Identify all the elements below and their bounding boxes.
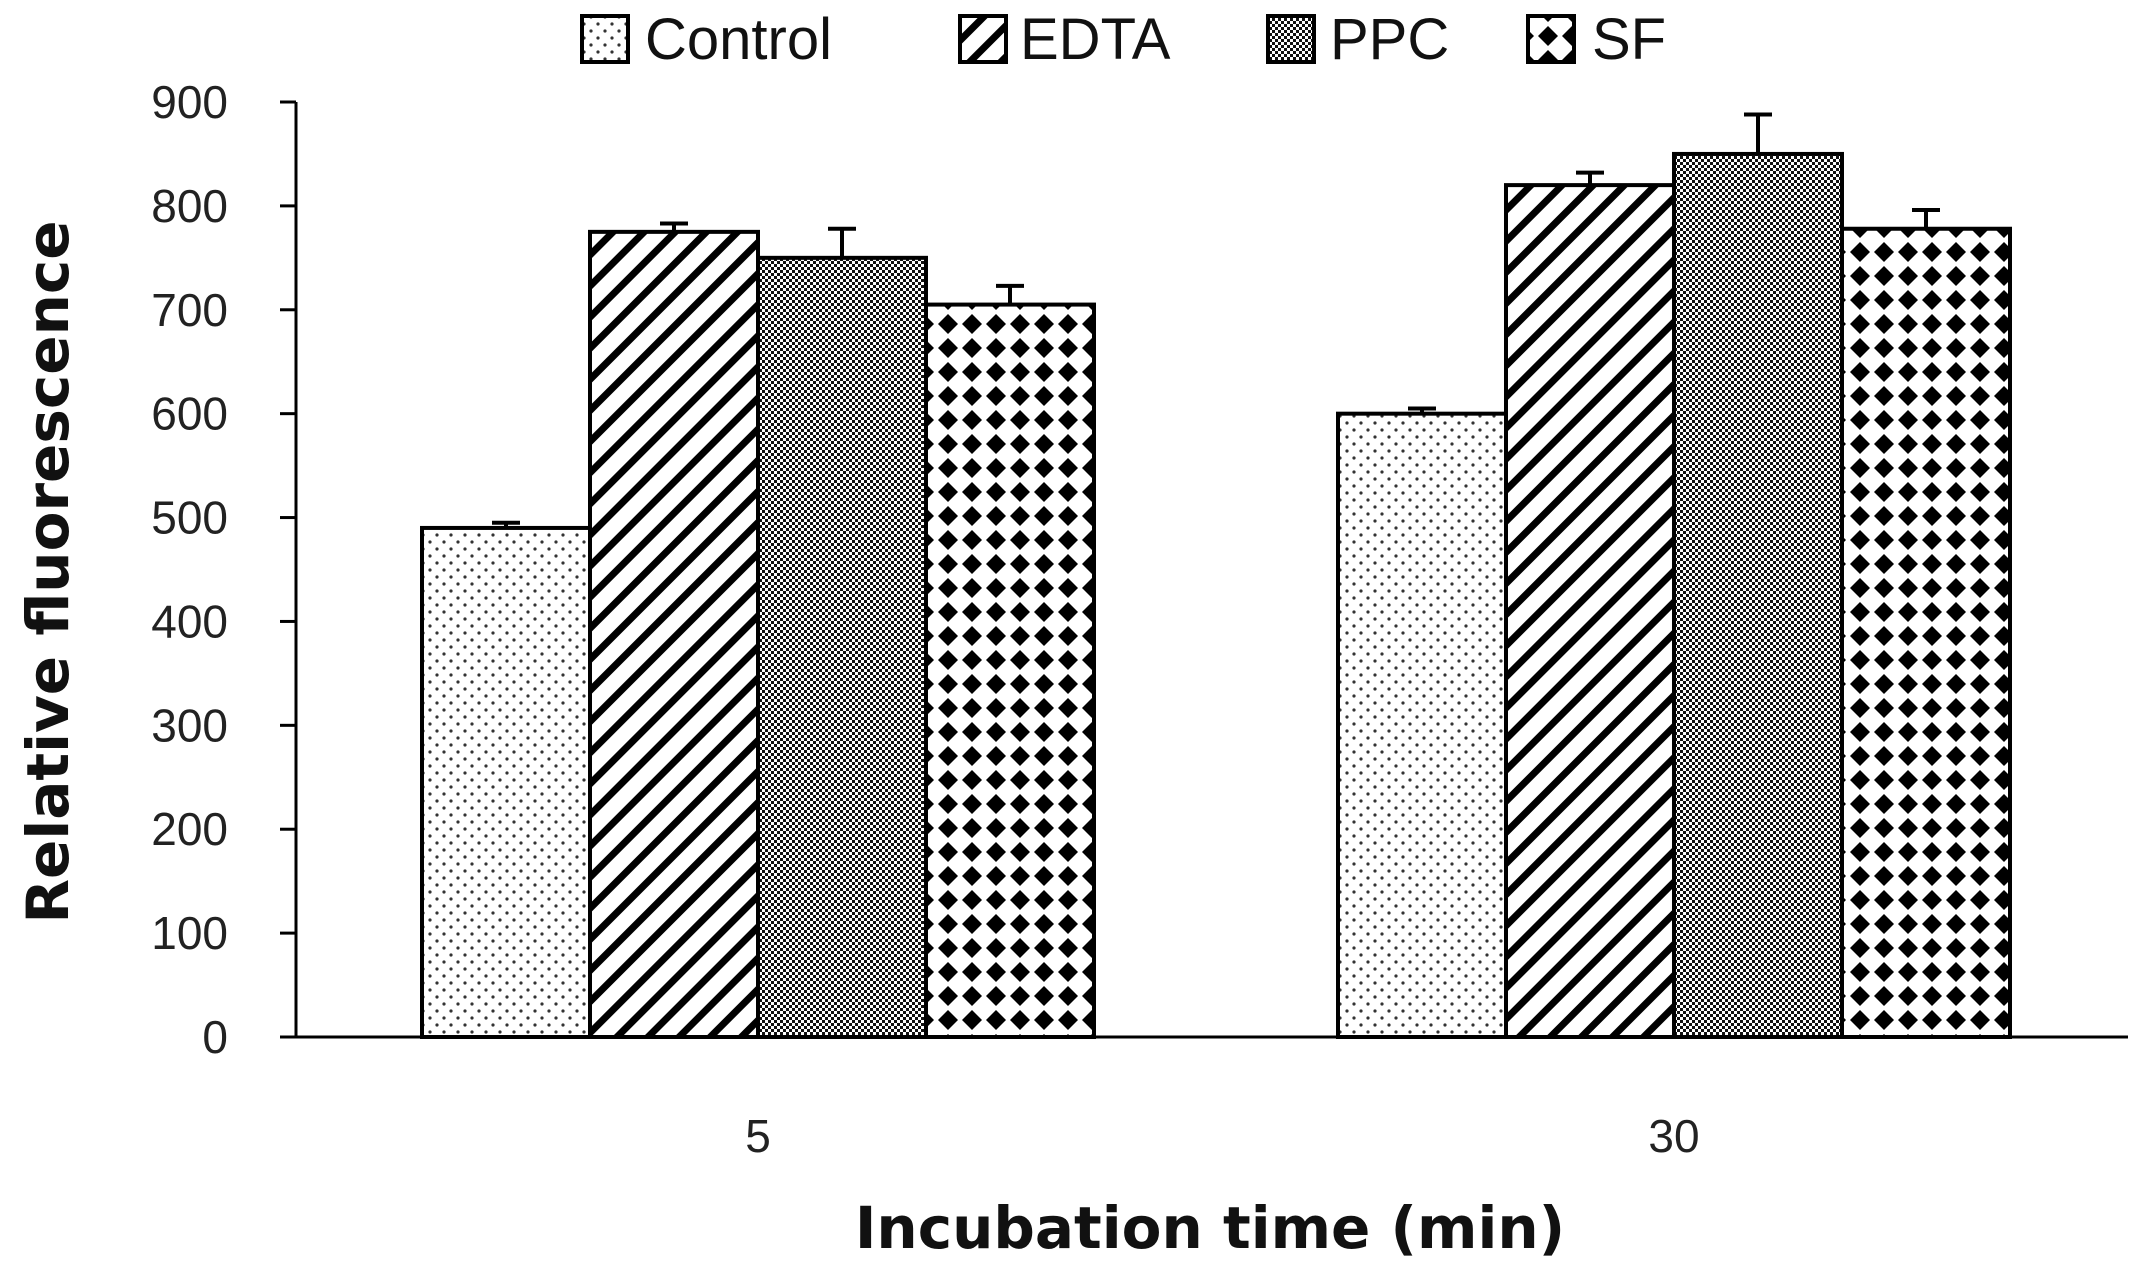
legend-item-ppc: PPC xyxy=(1266,7,1449,72)
bar-control-30 xyxy=(1336,411,1508,1039)
bar-sf-30 xyxy=(1840,226,2012,1039)
legend-label-sf: SF xyxy=(1592,7,1666,72)
legend-swatch-control xyxy=(580,14,630,64)
y-tick-label: 300 xyxy=(151,699,228,751)
legend-label-ppc: PPC xyxy=(1330,7,1449,72)
bar-ppc-5 xyxy=(756,255,928,1040)
legend-item-sf: SF xyxy=(1526,7,1666,72)
legend-item-edta: EDTA xyxy=(958,7,1171,72)
legend-swatch-ppc xyxy=(1266,14,1316,64)
legend-label-edta: EDTA xyxy=(1020,7,1171,72)
bar-edta-5 xyxy=(588,229,760,1040)
x-axis-title: Incubation time (min) xyxy=(855,1194,1565,1262)
y-tick-label: 400 xyxy=(151,595,228,647)
legend-swatch-sf xyxy=(1526,14,1576,64)
y-tick-label: 700 xyxy=(151,284,228,336)
bar-ppc-30 xyxy=(1672,151,1844,1039)
bar-edta-30 xyxy=(1504,183,1676,1040)
plot-area: 0 100 200 300 400 500 600 700 800 900 5 30 xyxy=(151,76,2128,1162)
legend-label-control: Control xyxy=(645,7,832,72)
x-tick-label: 5 xyxy=(745,1110,771,1162)
y-tick-label: 0 xyxy=(202,1011,228,1063)
y-axis-title: Relative fluorescence xyxy=(14,220,82,923)
legend-swatch-edta xyxy=(958,14,1008,64)
y-tick-label: 200 xyxy=(151,803,228,855)
y-tick-label: 500 xyxy=(151,492,228,544)
x-tick-label: 30 xyxy=(1648,1110,1699,1162)
bar-control-5 xyxy=(420,525,592,1039)
y-tick-label: 600 xyxy=(151,388,228,440)
y-tick-label: 900 xyxy=(151,76,228,128)
y-tick-label: 800 xyxy=(151,180,228,232)
legend: Control EDTA PPC SF xyxy=(580,7,1666,72)
legend-item-control: Control xyxy=(580,7,832,72)
y-tick-label: 100 xyxy=(151,907,228,959)
bar-sf-5 xyxy=(924,302,1096,1040)
